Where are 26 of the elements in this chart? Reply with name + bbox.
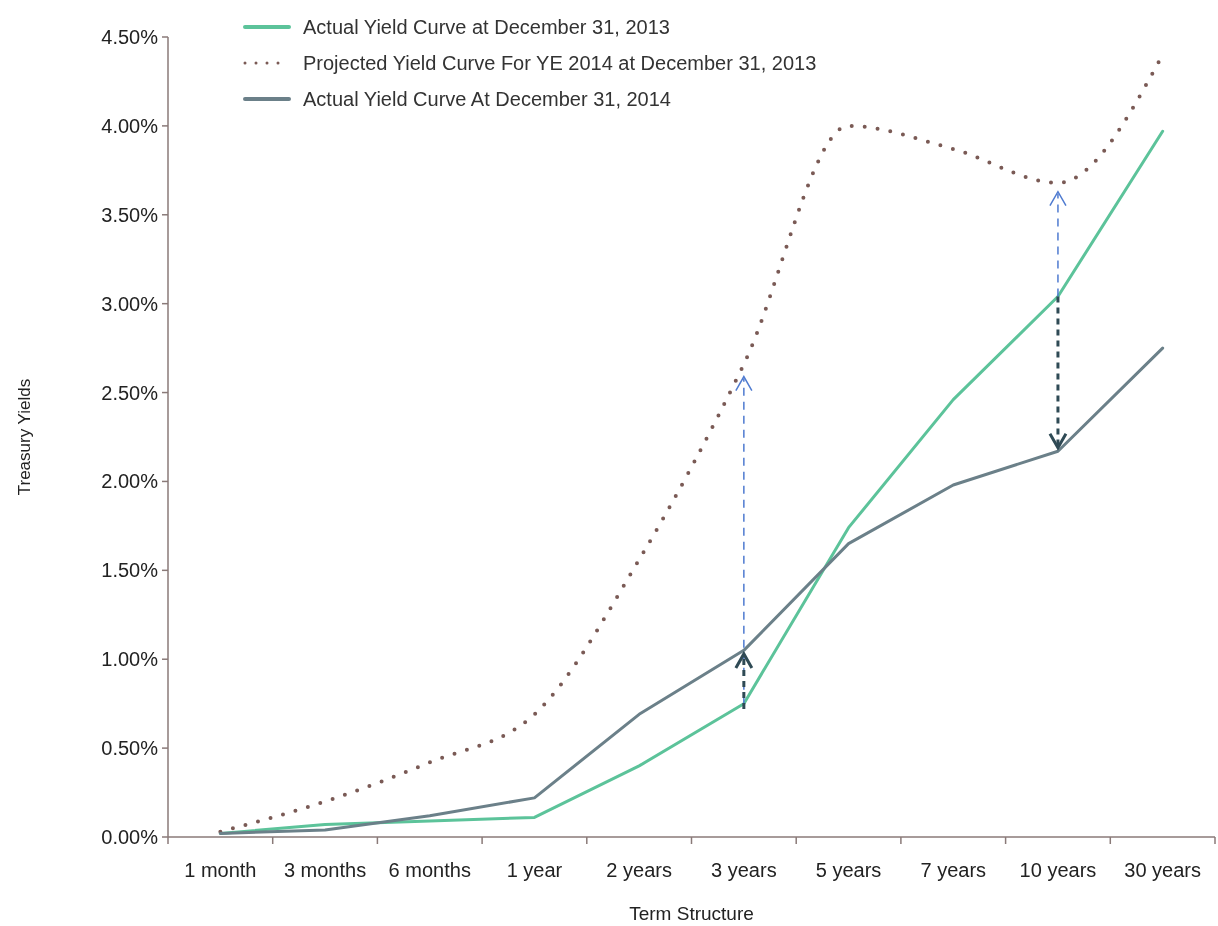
y-tick-label: 3.00% (101, 292, 159, 315)
x-axis-title: Term Structure (629, 903, 754, 924)
y-tick-label: 0.00% (101, 826, 159, 848)
y-tick-label: 4.50% (101, 26, 159, 48)
x-tick-label: 10 years (1019, 859, 1097, 881)
x-tick-label: 6 months (388, 859, 471, 881)
x-tick-label: 5 years (815, 859, 882, 881)
x-tick-label: 2 years (606, 859, 672, 881)
y-tick-label: 1.50% (101, 559, 159, 582)
legend-label: Actual Yield Curve At December 31, 2014 (303, 88, 671, 110)
x-tick-label: 30 years (1124, 859, 1202, 881)
y-tick-label: 1.00% (101, 648, 159, 671)
y-tick-label: 2.00% (101, 470, 159, 493)
x-tick-label: 1 month (184, 859, 257, 881)
y-tick-label: 3.50% (101, 203, 159, 226)
x-tick-label: 3 months (283, 859, 367, 881)
legend-label: Projected Yield Curve For YE 2014 at December 31, 2013 (303, 52, 817, 74)
x-tick-label: 7 years (920, 859, 987, 881)
y-tick-label: 2.50% (101, 381, 159, 404)
y-tick-label: 4.00% (101, 114, 159, 137)
y-axis-title: Treasury Yields (15, 378, 34, 496)
line-series (218, 346, 1165, 835)
x-tick-label: 3 years (711, 859, 777, 881)
x-tick-label: 1 year (506, 859, 563, 881)
legend-label: Actual Yield Curve at December 31, 2013 (303, 16, 670, 38)
y-tick-label: 0.50% (101, 737, 159, 760)
